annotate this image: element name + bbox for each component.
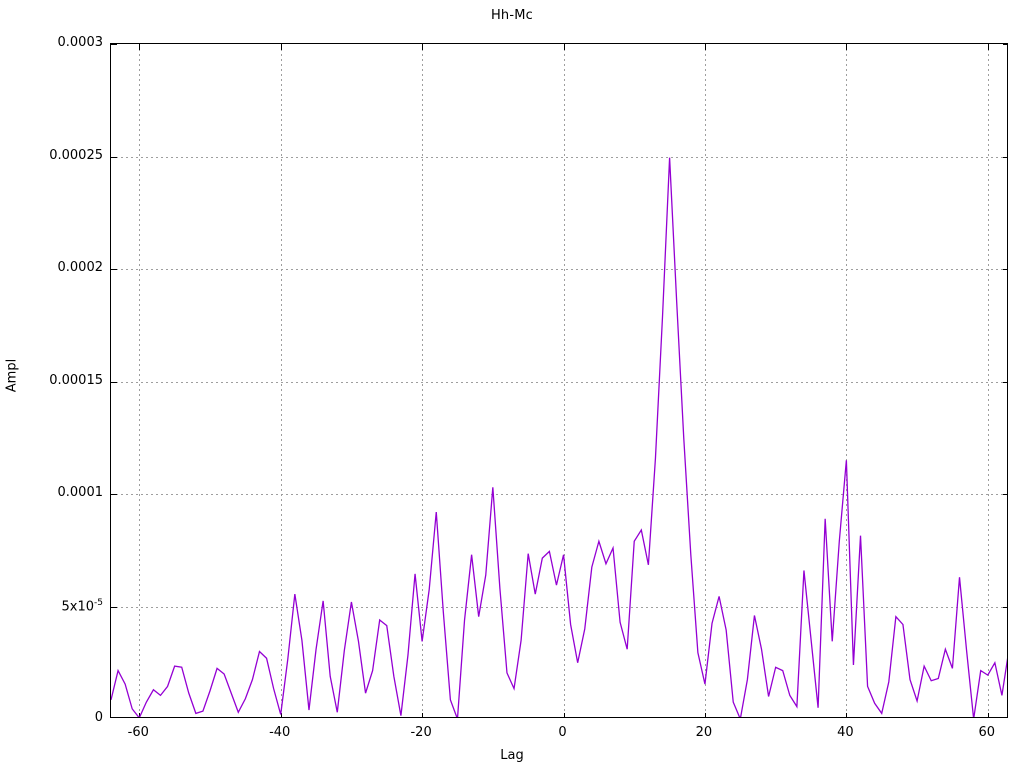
x-tick-label: 0	[558, 725, 567, 740]
y-axis-tick-labels: 0 5x10-5 0.0001 0.00015 0.0002 0.00025 0.0003	[0, 0, 103, 768]
y-tick-label: 0.0003	[57, 35, 104, 50]
y-tick-label: 0.0002	[57, 260, 104, 275]
y-tick-label: 0.00015	[49, 372, 103, 388]
x-tick-label: 40	[837, 725, 854, 740]
chart-title: Hh-Mc	[490, 8, 534, 23]
x-tick-label: 60	[978, 725, 996, 740]
x-tick-label: -40	[269, 725, 291, 740]
tick-marks	[111, 44, 1007, 717]
y-tick-label: 5x10-5	[61, 597, 104, 614]
plot-svg	[111, 44, 1007, 717]
x-axis-label: Lag	[500, 748, 524, 763]
x-tick-label: -60	[127, 725, 149, 740]
y-tick-label: 0.0001	[57, 485, 104, 500]
series-line-0	[111, 157, 1007, 717]
y-tick-label: 0.00025	[49, 147, 103, 163]
x-axis-tick-labels: -60 -40 -20 0 20 40 60	[0, 726, 1024, 748]
plot-area	[110, 43, 1008, 718]
y-tick-label-exponent: -5	[94, 597, 103, 608]
y-tick-label: 0	[94, 710, 103, 725]
x-tick-label: -20	[410, 725, 432, 740]
grid-lines	[111, 44, 1007, 717]
x-tick-label: 20	[695, 725, 713, 740]
series-lines	[111, 157, 1007, 717]
